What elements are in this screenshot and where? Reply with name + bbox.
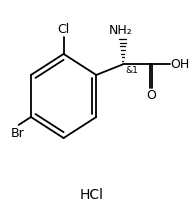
Text: NH₂: NH₂ [109, 24, 133, 37]
Text: HCl: HCl [80, 188, 104, 202]
Text: Br: Br [11, 127, 25, 140]
Text: &1: &1 [125, 66, 138, 75]
Text: Cl: Cl [58, 23, 70, 36]
Text: O: O [146, 89, 156, 102]
Text: OH: OH [170, 58, 190, 71]
